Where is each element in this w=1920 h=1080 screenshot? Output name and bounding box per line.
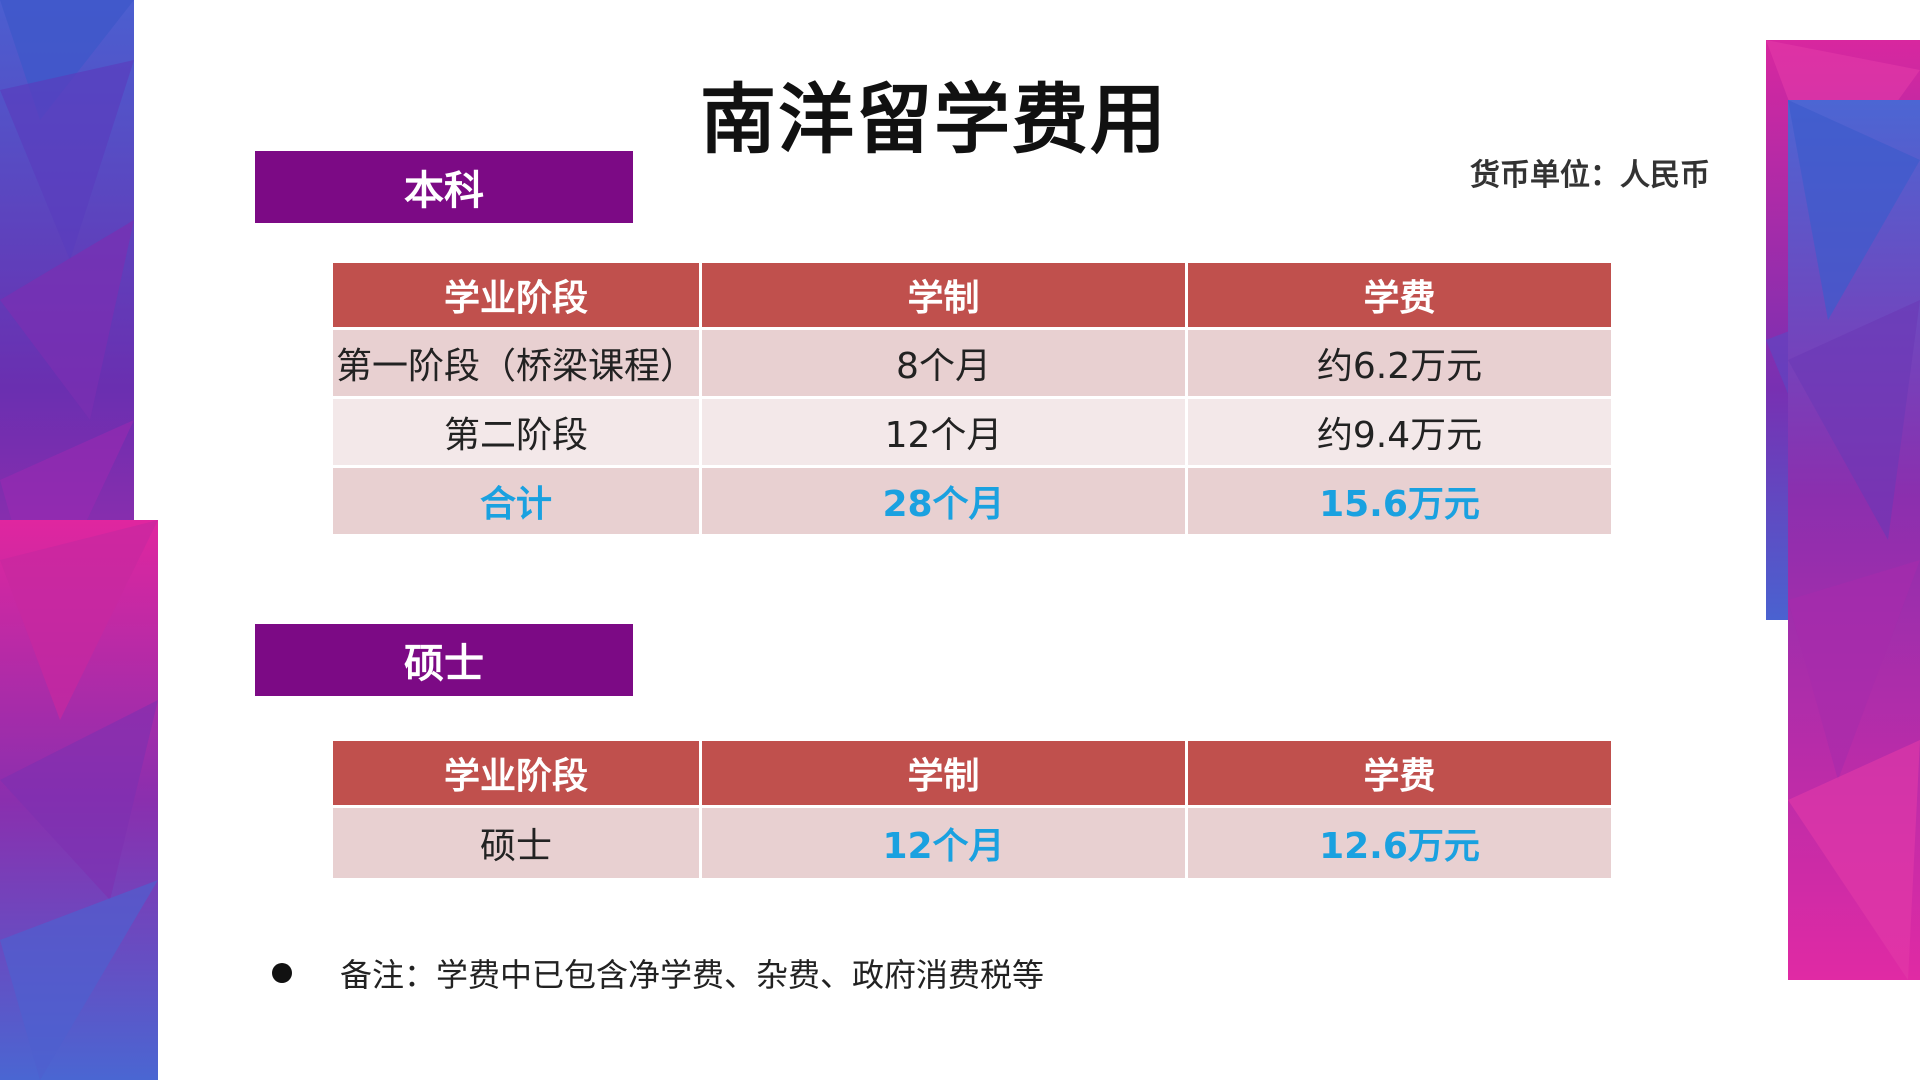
header-tuition: 学费 — [1188, 263, 1611, 327]
decor-right-front — [1788, 100, 1920, 980]
cell-total-label: 合计 — [333, 468, 699, 534]
header-tuition: 学费 — [1188, 741, 1611, 805]
cell-stage: 第二阶段 — [333, 399, 699, 465]
master-section-label: 硕士 — [255, 624, 633, 696]
cell-duration: 12个月 — [702, 808, 1185, 878]
table-header-row: 学业阶段 学制 学费 — [333, 263, 1611, 327]
master-fee-table: 学业阶段 学制 学费 硕士 12个月 12.6万元 — [330, 738, 1614, 881]
footnote-text: 备注：学费中已包含净学费、杂费、政府消费税等 — [340, 956, 1045, 994]
page-title: 南洋留学费用 — [700, 75, 1168, 164]
cell-tuition: 约6.2万元 — [1188, 330, 1611, 396]
bullet-dot-icon — [272, 963, 292, 983]
cell-total-duration: 28个月 — [702, 468, 1185, 534]
undergrad-fee-table: 学业阶段 学制 学费 第一阶段（桥梁课程） 8个月 约6.2万元 第二阶段 12… — [330, 260, 1614, 537]
table-row: 第一阶段（桥梁课程） 8个月 约6.2万元 — [333, 330, 1611, 396]
cell-duration: 8个月 — [702, 330, 1185, 396]
table-header-row: 学业阶段 学制 学费 — [333, 741, 1611, 805]
table-row: 硕士 12个月 12.6万元 — [333, 808, 1611, 878]
cell-stage: 第一阶段（桥梁课程） — [333, 330, 699, 396]
cell-duration: 12个月 — [702, 399, 1185, 465]
decor-left-lower — [0, 520, 158, 1080]
undergrad-section-label: 本科 — [255, 151, 633, 223]
header-stage: 学业阶段 — [333, 263, 699, 327]
footnote: 备注：学费中已包含净学费、杂费、政府消费税等 — [272, 950, 1044, 996]
header-stage: 学业阶段 — [333, 741, 699, 805]
header-duration: 学制 — [702, 263, 1185, 327]
cell-total-tuition: 15.6万元 — [1188, 468, 1611, 534]
cell-stage: 硕士 — [333, 808, 699, 878]
total-row: 合计 28个月 15.6万元 — [333, 468, 1611, 534]
cell-tuition: 12.6万元 — [1188, 808, 1611, 878]
header-duration: 学制 — [702, 741, 1185, 805]
cell-tuition: 约9.4万元 — [1188, 399, 1611, 465]
currency-unit-note: 货币单位：人民币 — [1470, 158, 1710, 193]
table-row: 第二阶段 12个月 约9.4万元 — [333, 399, 1611, 465]
